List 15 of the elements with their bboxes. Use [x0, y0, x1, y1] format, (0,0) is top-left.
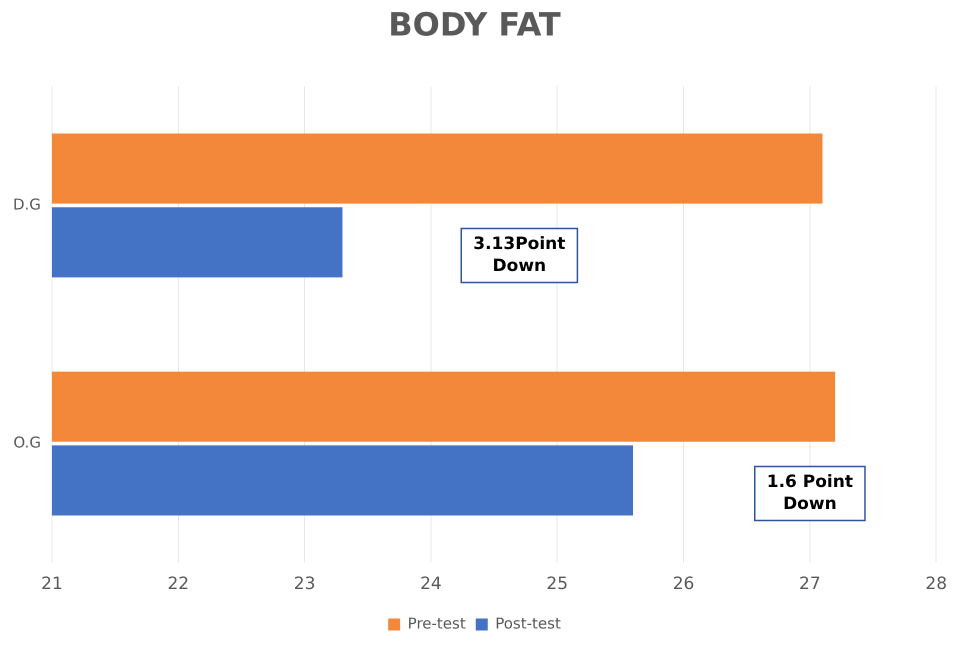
x-tick-label: 23: [294, 574, 316, 594]
x-tick-label: 24: [420, 574, 442, 594]
x-tick-label: 21: [41, 574, 63, 594]
y-tick-label: O.G: [13, 433, 41, 452]
x-tick-label: 26: [672, 574, 694, 594]
legend-label: Pre-test: [408, 614, 466, 632]
x-tick-label: 22: [167, 574, 190, 594]
annotation: 1.6 Point Down: [766, 472, 853, 514]
chart-title: BODY FAT: [388, 6, 561, 44]
x-tick-label: 28: [925, 574, 948, 594]
annotation: 3.13Point Down: [473, 234, 566, 276]
y-tick-label: D.G: [12, 195, 41, 214]
x-tick-label: 25: [546, 574, 568, 594]
legend-label: Post-test: [495, 614, 561, 632]
x-tick-label: 27: [799, 574, 821, 594]
